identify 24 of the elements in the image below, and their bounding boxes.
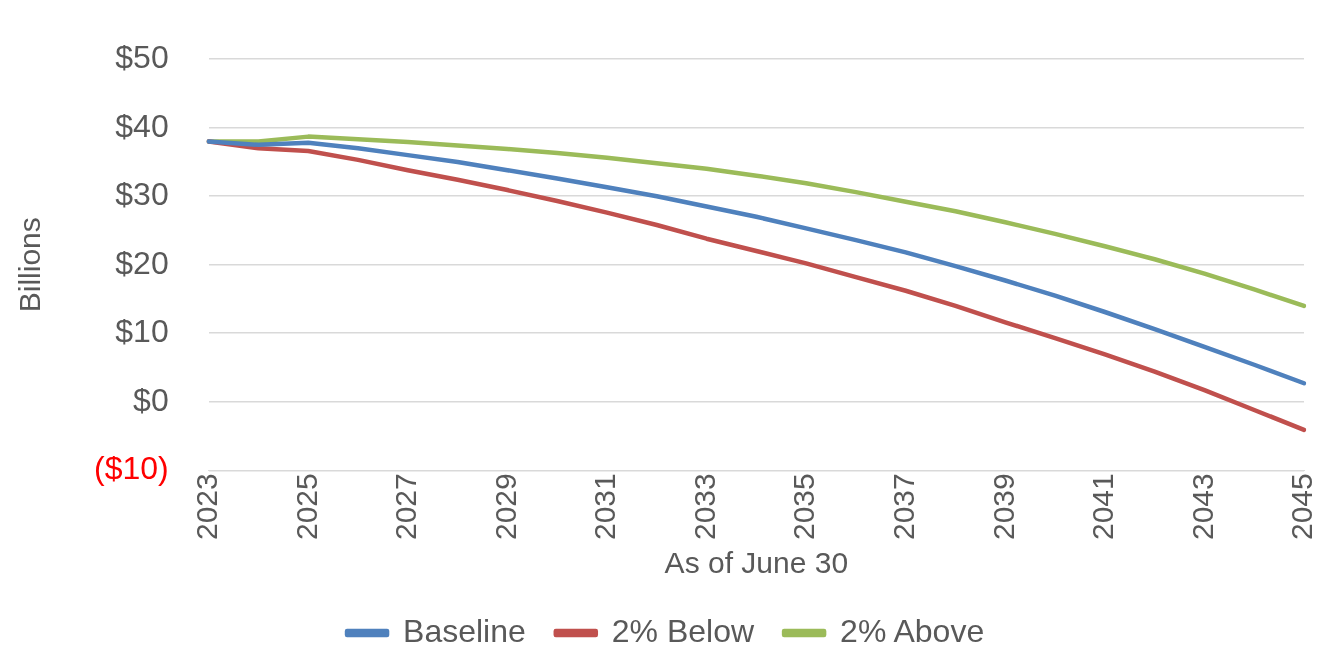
y-tick-label: $30 — [115, 176, 169, 213]
y-tick-label: $40 — [115, 107, 169, 144]
legend-label: 2% Above — [840, 612, 985, 649]
x-tick-label: 2025 — [289, 473, 323, 541]
y-tick-label: ($10) — [94, 450, 169, 487]
x-tick-label: 2031 — [588, 473, 622, 541]
y-tick-label: $20 — [115, 244, 169, 281]
x-tick-label: 2041 — [1086, 473, 1120, 541]
x-tick-label: 2043 — [1185, 473, 1219, 541]
legend-label: 2% Below — [611, 612, 755, 649]
x-tick-label: 2045 — [1285, 473, 1319, 541]
y-axis-title: Billions — [13, 217, 47, 313]
y-tick-label: $10 — [115, 313, 169, 350]
y-tick-label: $0 — [133, 381, 169, 418]
x-tick-label: 2037 — [886, 473, 920, 541]
x-tick-label: 2033 — [687, 473, 721, 541]
x-tick-label: 2039 — [986, 473, 1020, 541]
y-tick-label: $50 — [115, 39, 169, 76]
x-tick-label: 2023 — [189, 473, 223, 541]
x-tick-label: 2029 — [488, 473, 522, 541]
x-tick-label: 2035 — [787, 473, 821, 541]
legend-label: Baseline — [403, 612, 526, 649]
x-tick-label: 2027 — [389, 473, 423, 541]
x-axis-title: As of June 30 — [664, 546, 849, 580]
